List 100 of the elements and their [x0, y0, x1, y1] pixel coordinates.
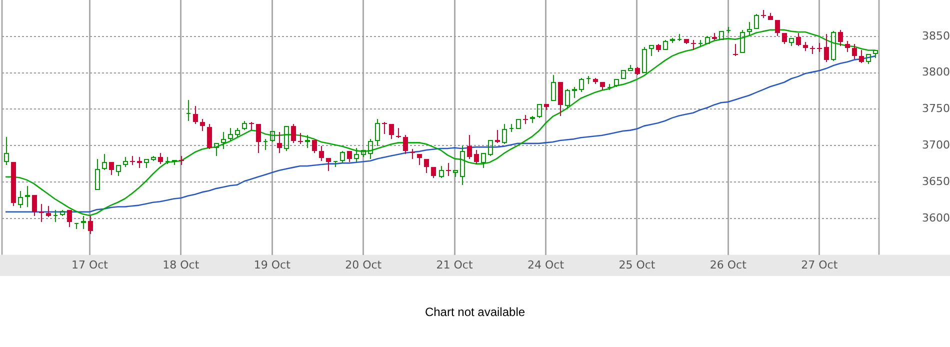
candlestick [565, 88, 570, 108]
candlestick [347, 151, 352, 162]
x-tick-label: 17 Oct [71, 258, 109, 272]
candlestick [831, 30, 836, 62]
candlestick [600, 82, 605, 90]
candlestick [747, 22, 752, 36]
candlestick [130, 156, 135, 166]
x-tick-label: 18 Oct [162, 258, 200, 272]
candlestick [361, 150, 366, 158]
candlestick [291, 124, 296, 144]
candlestick [249, 122, 254, 130]
candlestick [614, 79, 619, 88]
candlestick [740, 30, 745, 53]
candlestick [439, 166, 444, 178]
candlestick [691, 40, 696, 50]
candlestick [32, 195, 37, 216]
candlestick [95, 158, 100, 190]
candlestick [656, 44, 661, 52]
candlestick [712, 32, 717, 40]
candlestick [530, 116, 535, 124]
candlestick [446, 162, 451, 176]
candlestick [817, 42, 822, 52]
candlestick [838, 30, 843, 46]
candlestick [277, 132, 282, 154]
candlestick [523, 114, 528, 124]
candlestick [11, 162, 16, 206]
candlestick [256, 124, 261, 154]
candlestick [417, 154, 422, 166]
candlestick [824, 34, 829, 62]
candlestick [375, 118, 380, 146]
candlestick [852, 44, 857, 60]
candlestick [558, 82, 563, 116]
candlestick [796, 32, 801, 46]
candlestick [551, 74, 556, 101]
candlestick [228, 128, 233, 142]
candlestick [137, 156, 142, 168]
candlestick [18, 190, 23, 208]
candlestick [172, 160, 177, 166]
y-tick-label: 3600 [922, 211, 950, 224]
candlestick [572, 86, 577, 98]
candlestick [684, 39, 689, 44]
candlestick [474, 150, 479, 164]
candlestick [410, 148, 415, 160]
candlestick [495, 130, 500, 144]
candlestick [649, 45, 654, 56]
candlestick [235, 128, 240, 138]
candlestick [67, 210, 72, 228]
candlestick [775, 20, 780, 36]
candlestick [754, 14, 759, 29]
candlestick [789, 38, 794, 46]
candlestick [25, 186, 30, 208]
candlestick [803, 42, 808, 52]
candlestick [4, 136, 9, 166]
candlestick [859, 50, 864, 64]
candlestick [403, 134, 408, 154]
candlestick [81, 216, 86, 230]
candlestick [193, 106, 198, 124]
y-tick-label: 3850 [922, 29, 950, 42]
candlestick [382, 122, 387, 134]
candlestick [502, 124, 507, 144]
candlestick [663, 40, 668, 50]
candlestick [207, 124, 212, 150]
candlestick [670, 38, 675, 44]
candlestick [214, 143, 219, 156]
candlestick [319, 146, 324, 162]
candlestick [109, 162, 114, 176]
x-tick-label: 24 Oct [527, 258, 565, 272]
x-tick-label: 19 Oct [254, 258, 292, 272]
candlestick [481, 153, 486, 168]
candlestick [705, 36, 710, 44]
candlestick [866, 54, 871, 64]
candlestick [635, 66, 640, 76]
candlestick [424, 159, 429, 174]
candlestick [431, 167, 436, 178]
y-tick-label: 3650 [922, 174, 950, 188]
candlestick [221, 132, 226, 150]
candlestick [845, 40, 850, 52]
candlestick [158, 152, 163, 164]
candlestick [179, 156, 184, 166]
x-tick-label: 27 Oct [801, 258, 838, 272]
candlestick [200, 118, 205, 132]
candlestick [810, 46, 815, 54]
candlestick [340, 150, 345, 164]
candlestick [593, 78, 598, 84]
candlestick [284, 126, 289, 152]
candlestick [873, 50, 878, 58]
y-tick-label: 3750 [922, 102, 950, 116]
candlestick [151, 156, 156, 162]
candlestick [46, 206, 51, 218]
candlestick [116, 165, 121, 176]
candlestick [242, 120, 247, 130]
y-tick-label: 3700 [922, 138, 950, 152]
candlestick [768, 12, 773, 20]
candlestick [88, 216, 93, 234]
y-tick-label: 3800 [922, 66, 950, 79]
candlestick [488, 140, 493, 156]
candlestick [453, 170, 458, 178]
candlestick [312, 140, 317, 154]
candlestick [544, 104, 549, 110]
candlestick [579, 78, 584, 92]
